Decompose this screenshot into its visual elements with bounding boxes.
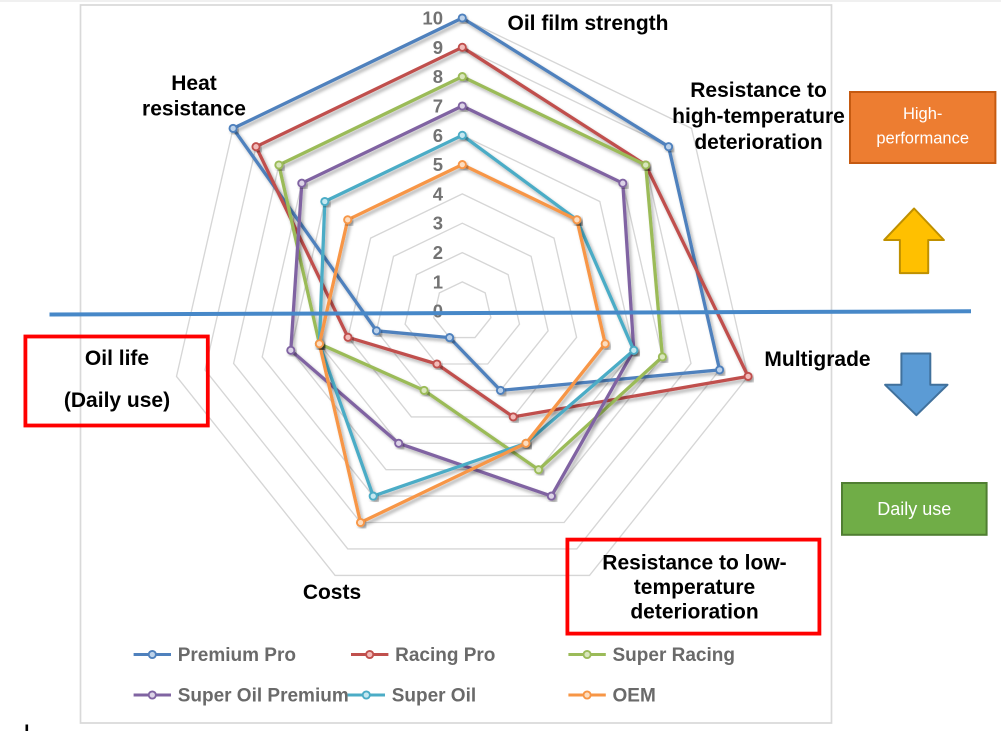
- svg-text:4: 4: [433, 183, 444, 204]
- svg-text:Resistance to: Resistance to: [690, 79, 827, 102]
- svg-text:Costs: Costs: [303, 581, 361, 604]
- svg-text:Racing Pro: Racing Pro: [395, 645, 495, 666]
- svg-text:resistance: resistance: [142, 97, 246, 120]
- svg-text:Multigrade: Multigrade: [764, 348, 870, 371]
- svg-text:Resistance to low-: Resistance to low-: [602, 552, 786, 575]
- svg-text:8: 8: [433, 66, 443, 87]
- svg-text:Oil film strength: Oil film strength: [507, 12, 668, 35]
- svg-text:deterioration: deterioration: [630, 601, 758, 624]
- svg-text:Oil life: Oil life: [85, 347, 149, 370]
- svg-text:temperature: temperature: [634, 576, 755, 599]
- svg-text:6: 6: [433, 125, 443, 146]
- svg-text:Heat: Heat: [171, 72, 217, 95]
- svg-text:10: 10: [422, 8, 443, 29]
- svg-text:High-: High-: [903, 105, 942, 123]
- svg-text:2: 2: [433, 242, 443, 263]
- svg-text:Super Oil: Super Oil: [392, 686, 476, 707]
- svg-text:3: 3: [433, 213, 443, 234]
- svg-text:OEM: OEM: [613, 686, 656, 707]
- svg-text:1: 1: [433, 271, 443, 292]
- svg-text:Daily use: Daily use: [877, 499, 951, 519]
- svg-text:high-temperature: high-temperature: [672, 105, 845, 128]
- svg-text:(Daily use): (Daily use): [64, 389, 170, 412]
- svg-text:Super Racing: Super Racing: [613, 645, 735, 666]
- svg-text:7: 7: [433, 96, 443, 117]
- svg-text:deterioration: deterioration: [694, 131, 822, 154]
- svg-text:9: 9: [433, 37, 443, 58]
- svg-text:performance: performance: [876, 129, 969, 147]
- svg-text:5: 5: [433, 154, 443, 175]
- svg-text:Super Oil Premium: Super Oil Premium: [178, 686, 349, 707]
- svg-text:Premium Pro: Premium Pro: [178, 645, 296, 666]
